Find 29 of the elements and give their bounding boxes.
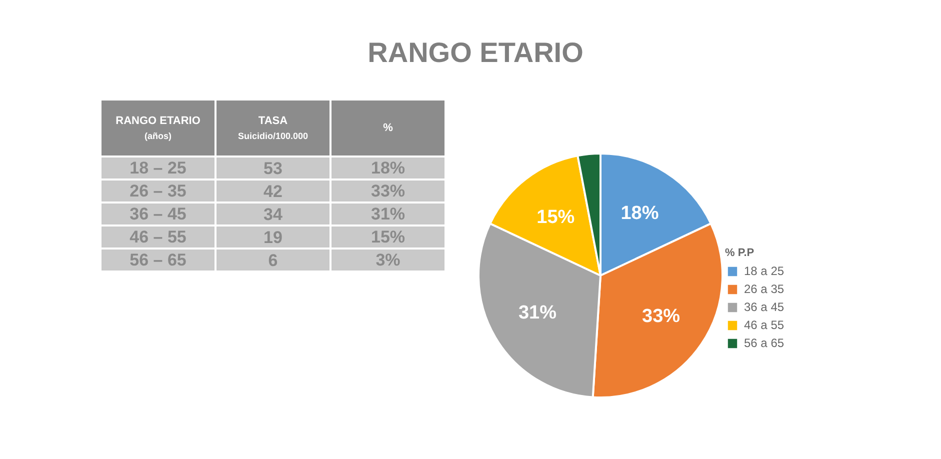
legend-label: 46 a 55 — [744, 318, 784, 332]
data-label: 18% — [370, 158, 406, 178]
data-label: 53 — [264, 159, 282, 178]
data-label: 15% — [370, 228, 406, 246]
legend-label: 56 a 65 — [744, 336, 784, 350]
data-label: 18% — [620, 203, 659, 224]
data-label: 42 — [264, 182, 282, 201]
legend-label: 36 a 45 — [744, 300, 784, 314]
text: RANGO ETARIO (años) — [116, 115, 201, 141]
legend-title: % P.P — [725, 247, 756, 259]
category-label: 46 – 55 — [130, 228, 186, 246]
category-label: 56 – 65 — [130, 250, 186, 270]
chart-title: RANGO ETARIO — [368, 36, 584, 70]
data-label: 19 — [264, 228, 282, 247]
category-label: 18 – 25 — [130, 158, 186, 178]
data-label: 15% — [536, 207, 575, 228]
legend-label: 26 a 35 — [744, 282, 784, 296]
text: % — [383, 122, 394, 134]
data-label: 31% — [370, 204, 406, 224]
data-label: 33% — [370, 182, 406, 200]
data-label: 34 — [264, 205, 283, 224]
data-label: 3% — [376, 250, 400, 270]
data-label: 33% — [642, 306, 680, 328]
data-label: 31% — [518, 302, 557, 324]
data-label: 6 — [268, 251, 278, 270]
category-label: 36 – 45 — [130, 204, 186, 224]
legend-label: 18 a 25 — [744, 264, 784, 278]
category-label: 26 – 35 — [130, 182, 186, 200]
series-label: TASA Suicidio/100.000 — [238, 115, 308, 141]
